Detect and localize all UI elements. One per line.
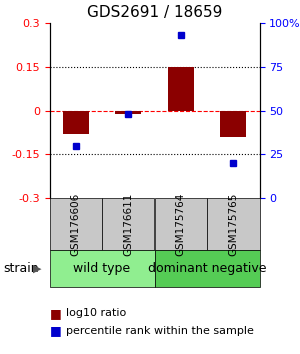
Text: strain: strain [3,262,39,275]
Text: wild type: wild type [74,262,130,275]
Text: GSM176611: GSM176611 [123,192,133,256]
Text: ▶: ▶ [33,263,42,273]
Text: GSM176606: GSM176606 [71,192,81,256]
Text: log10 ratio: log10 ratio [66,308,126,318]
Text: ■: ■ [50,307,61,320]
Text: dominant negative: dominant negative [148,262,266,275]
Text: GSM175764: GSM175764 [176,192,186,256]
Title: GDS2691 / 18659: GDS2691 / 18659 [87,5,222,21]
Text: ■: ■ [50,325,61,337]
Bar [220,110,246,137]
Text: GSM175765: GSM175765 [228,192,238,256]
Bar [115,110,141,114]
Bar [168,67,194,110]
Bar [63,110,89,134]
Text: percentile rank within the sample: percentile rank within the sample [66,326,254,336]
